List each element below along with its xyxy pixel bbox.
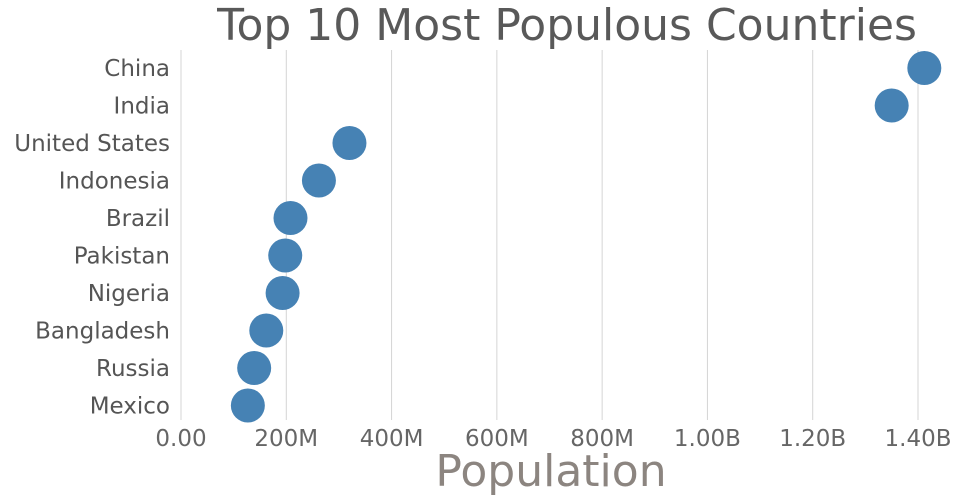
category-label: Nigeria — [88, 281, 170, 307]
category-label: Indonesia — [59, 169, 170, 195]
x-tick-label: 1.40B — [885, 426, 952, 452]
data-point — [237, 351, 272, 385]
data-point — [230, 388, 265, 423]
x-axis-ticks: 0.00 200M 400M 600M 800M 1.00B 1.20B 1.40B — [155, 426, 951, 452]
x-tick-label: 800M — [570, 426, 634, 452]
data-point — [301, 163, 336, 198]
data-point — [874, 88, 909, 123]
data-points — [230, 51, 942, 423]
x-tick-label: 400M — [360, 426, 424, 452]
data-point — [265, 276, 300, 310]
category-label: China — [104, 56, 170, 82]
category-label: Mexico — [90, 394, 170, 420]
data-point — [268, 238, 303, 273]
category-label: Pakistan — [74, 244, 170, 270]
data-point — [332, 126, 367, 160]
x-tick-label: 600M — [465, 426, 529, 452]
data-point — [273, 201, 308, 235]
gridlines — [180, 50, 919, 420]
data-point — [249, 313, 284, 348]
category-label: Russia — [96, 356, 170, 382]
data-point — [907, 51, 942, 85]
category-labels: China India United States Indonesia Brazil Pa… — [14, 56, 170, 420]
chart-title: Top 10 Most Populous Countries — [216, 0, 917, 51]
x-axis-title: Population — [435, 446, 666, 497]
category-label: Brazil — [106, 206, 170, 232]
category-label: United States — [14, 131, 170, 157]
x-tick-label: 1.20B — [779, 426, 846, 452]
x-tick-label: 0.00 — [155, 426, 206, 452]
category-label: Bangladesh — [35, 319, 170, 345]
x-tick-label: 200M — [254, 426, 318, 452]
category-label: India — [114, 94, 170, 120]
x-tick-label: 1.00B — [674, 426, 741, 452]
